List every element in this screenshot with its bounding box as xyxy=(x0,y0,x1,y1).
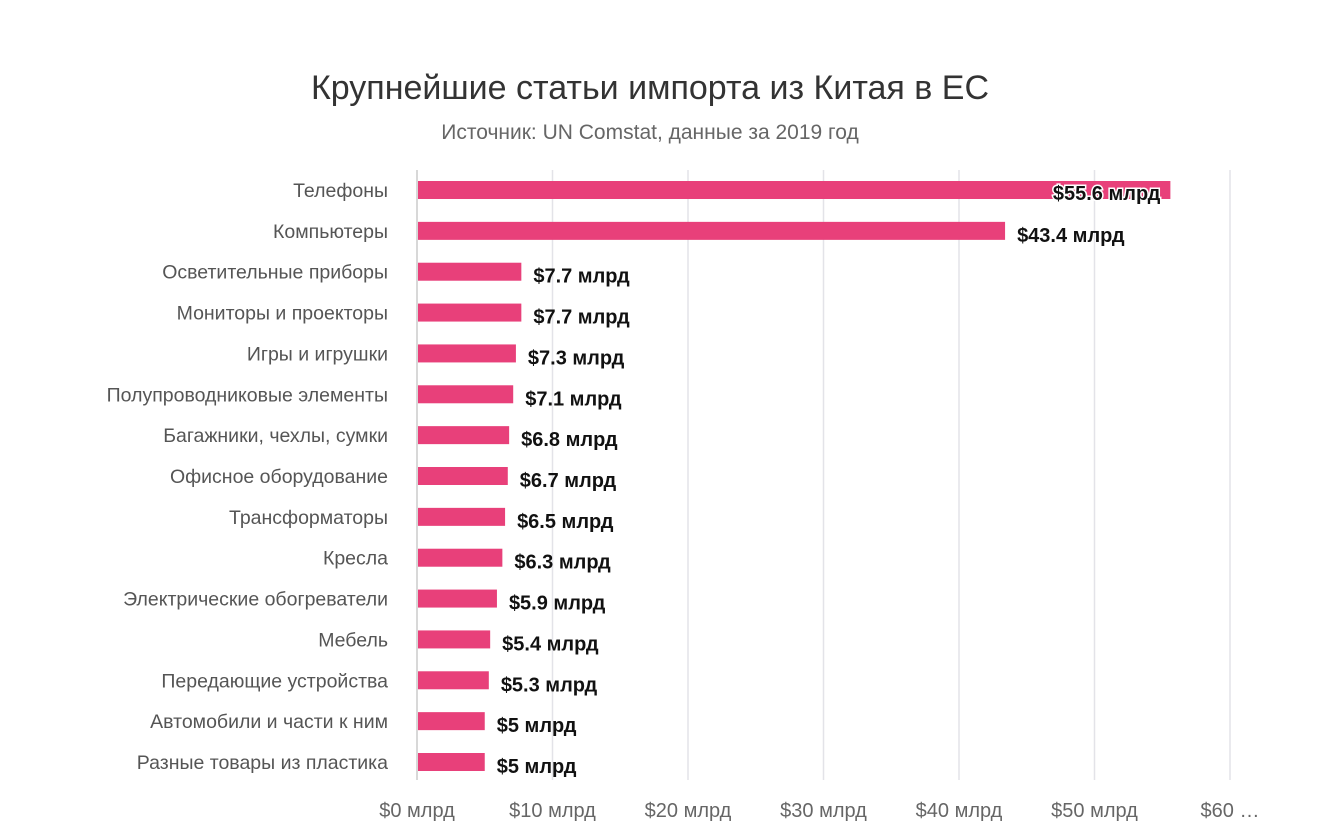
x-tick-label: $0 млрд xyxy=(379,800,455,822)
data-label: $43.4 млрд xyxy=(1017,225,1125,247)
bar xyxy=(418,507,506,526)
x-tick-label: $50 млрд xyxy=(1051,800,1138,822)
data-label: $6.8 млрд xyxy=(521,429,618,451)
category-label: Трансформаторы xyxy=(229,507,388,529)
category-label: Мебель xyxy=(318,629,388,651)
x-tick-label: $30 млрд xyxy=(780,800,867,822)
category-label: Осветительные приборы xyxy=(162,262,388,284)
bar xyxy=(418,385,514,404)
x-tick-label: $40 млрд xyxy=(916,800,1003,822)
chart-title: Крупнейшие статьи импорта из Китая в ЕС xyxy=(311,69,989,107)
data-label: $6.7 млрд xyxy=(520,470,617,492)
bar xyxy=(418,467,508,485)
data-label: $5 млрд xyxy=(497,756,577,778)
category-label: Разные товары из пластика xyxy=(137,752,388,774)
data-label: $5.3 млрд xyxy=(501,674,598,696)
data-label: $5.9 млрд xyxy=(509,593,606,615)
bar xyxy=(418,753,485,771)
category-label: Компьютеры xyxy=(273,221,388,243)
x-tick-label: $20 млрд xyxy=(645,800,732,822)
chart-subtitle: Источник: UN Comstat, данные за 2019 год xyxy=(441,121,858,144)
bar xyxy=(418,671,489,690)
data-label: $7.1 млрд xyxy=(525,388,622,410)
data-label: $7.7 млрд xyxy=(533,307,630,329)
data-label: $6.5 млрд xyxy=(517,511,614,533)
bar xyxy=(418,630,491,649)
data-label: $55.6 млрд xyxy=(1053,183,1161,205)
data-label: $5 млрд xyxy=(497,715,577,737)
category-label: Багажники, чехлы, сумки xyxy=(163,425,388,447)
category-label: Передающие устройства xyxy=(161,670,388,692)
data-label: $5.4 млрд xyxy=(502,633,599,655)
x-tick-label: $10 млрд xyxy=(509,800,596,822)
bar xyxy=(418,181,1171,199)
data-label: $7.7 млрд xyxy=(533,266,630,288)
bar xyxy=(418,303,522,322)
category-label: Автомобили и части к ним xyxy=(150,711,388,733)
bar xyxy=(418,426,510,445)
category-label: Электрические обогреватели xyxy=(123,589,388,611)
data-label: $7.3 млрд xyxy=(528,347,625,369)
bar xyxy=(418,712,485,731)
category-label: Мониторы и проекторы xyxy=(177,303,388,325)
category-label: Телефоны xyxy=(293,180,388,202)
data-label: $6.3 млрд xyxy=(514,552,611,574)
bar xyxy=(418,589,497,608)
bar xyxy=(418,548,503,567)
bar xyxy=(418,344,516,363)
category-label: Кресла xyxy=(323,548,388,570)
category-label: Полупроводниковые элементы xyxy=(107,384,388,406)
bar xyxy=(418,262,522,281)
bar xyxy=(418,221,1006,240)
category-label: Игры и игрушки xyxy=(247,343,388,365)
category-label: Офисное оборудование xyxy=(170,466,388,488)
x-tick-label: $60 … xyxy=(1201,800,1260,822)
